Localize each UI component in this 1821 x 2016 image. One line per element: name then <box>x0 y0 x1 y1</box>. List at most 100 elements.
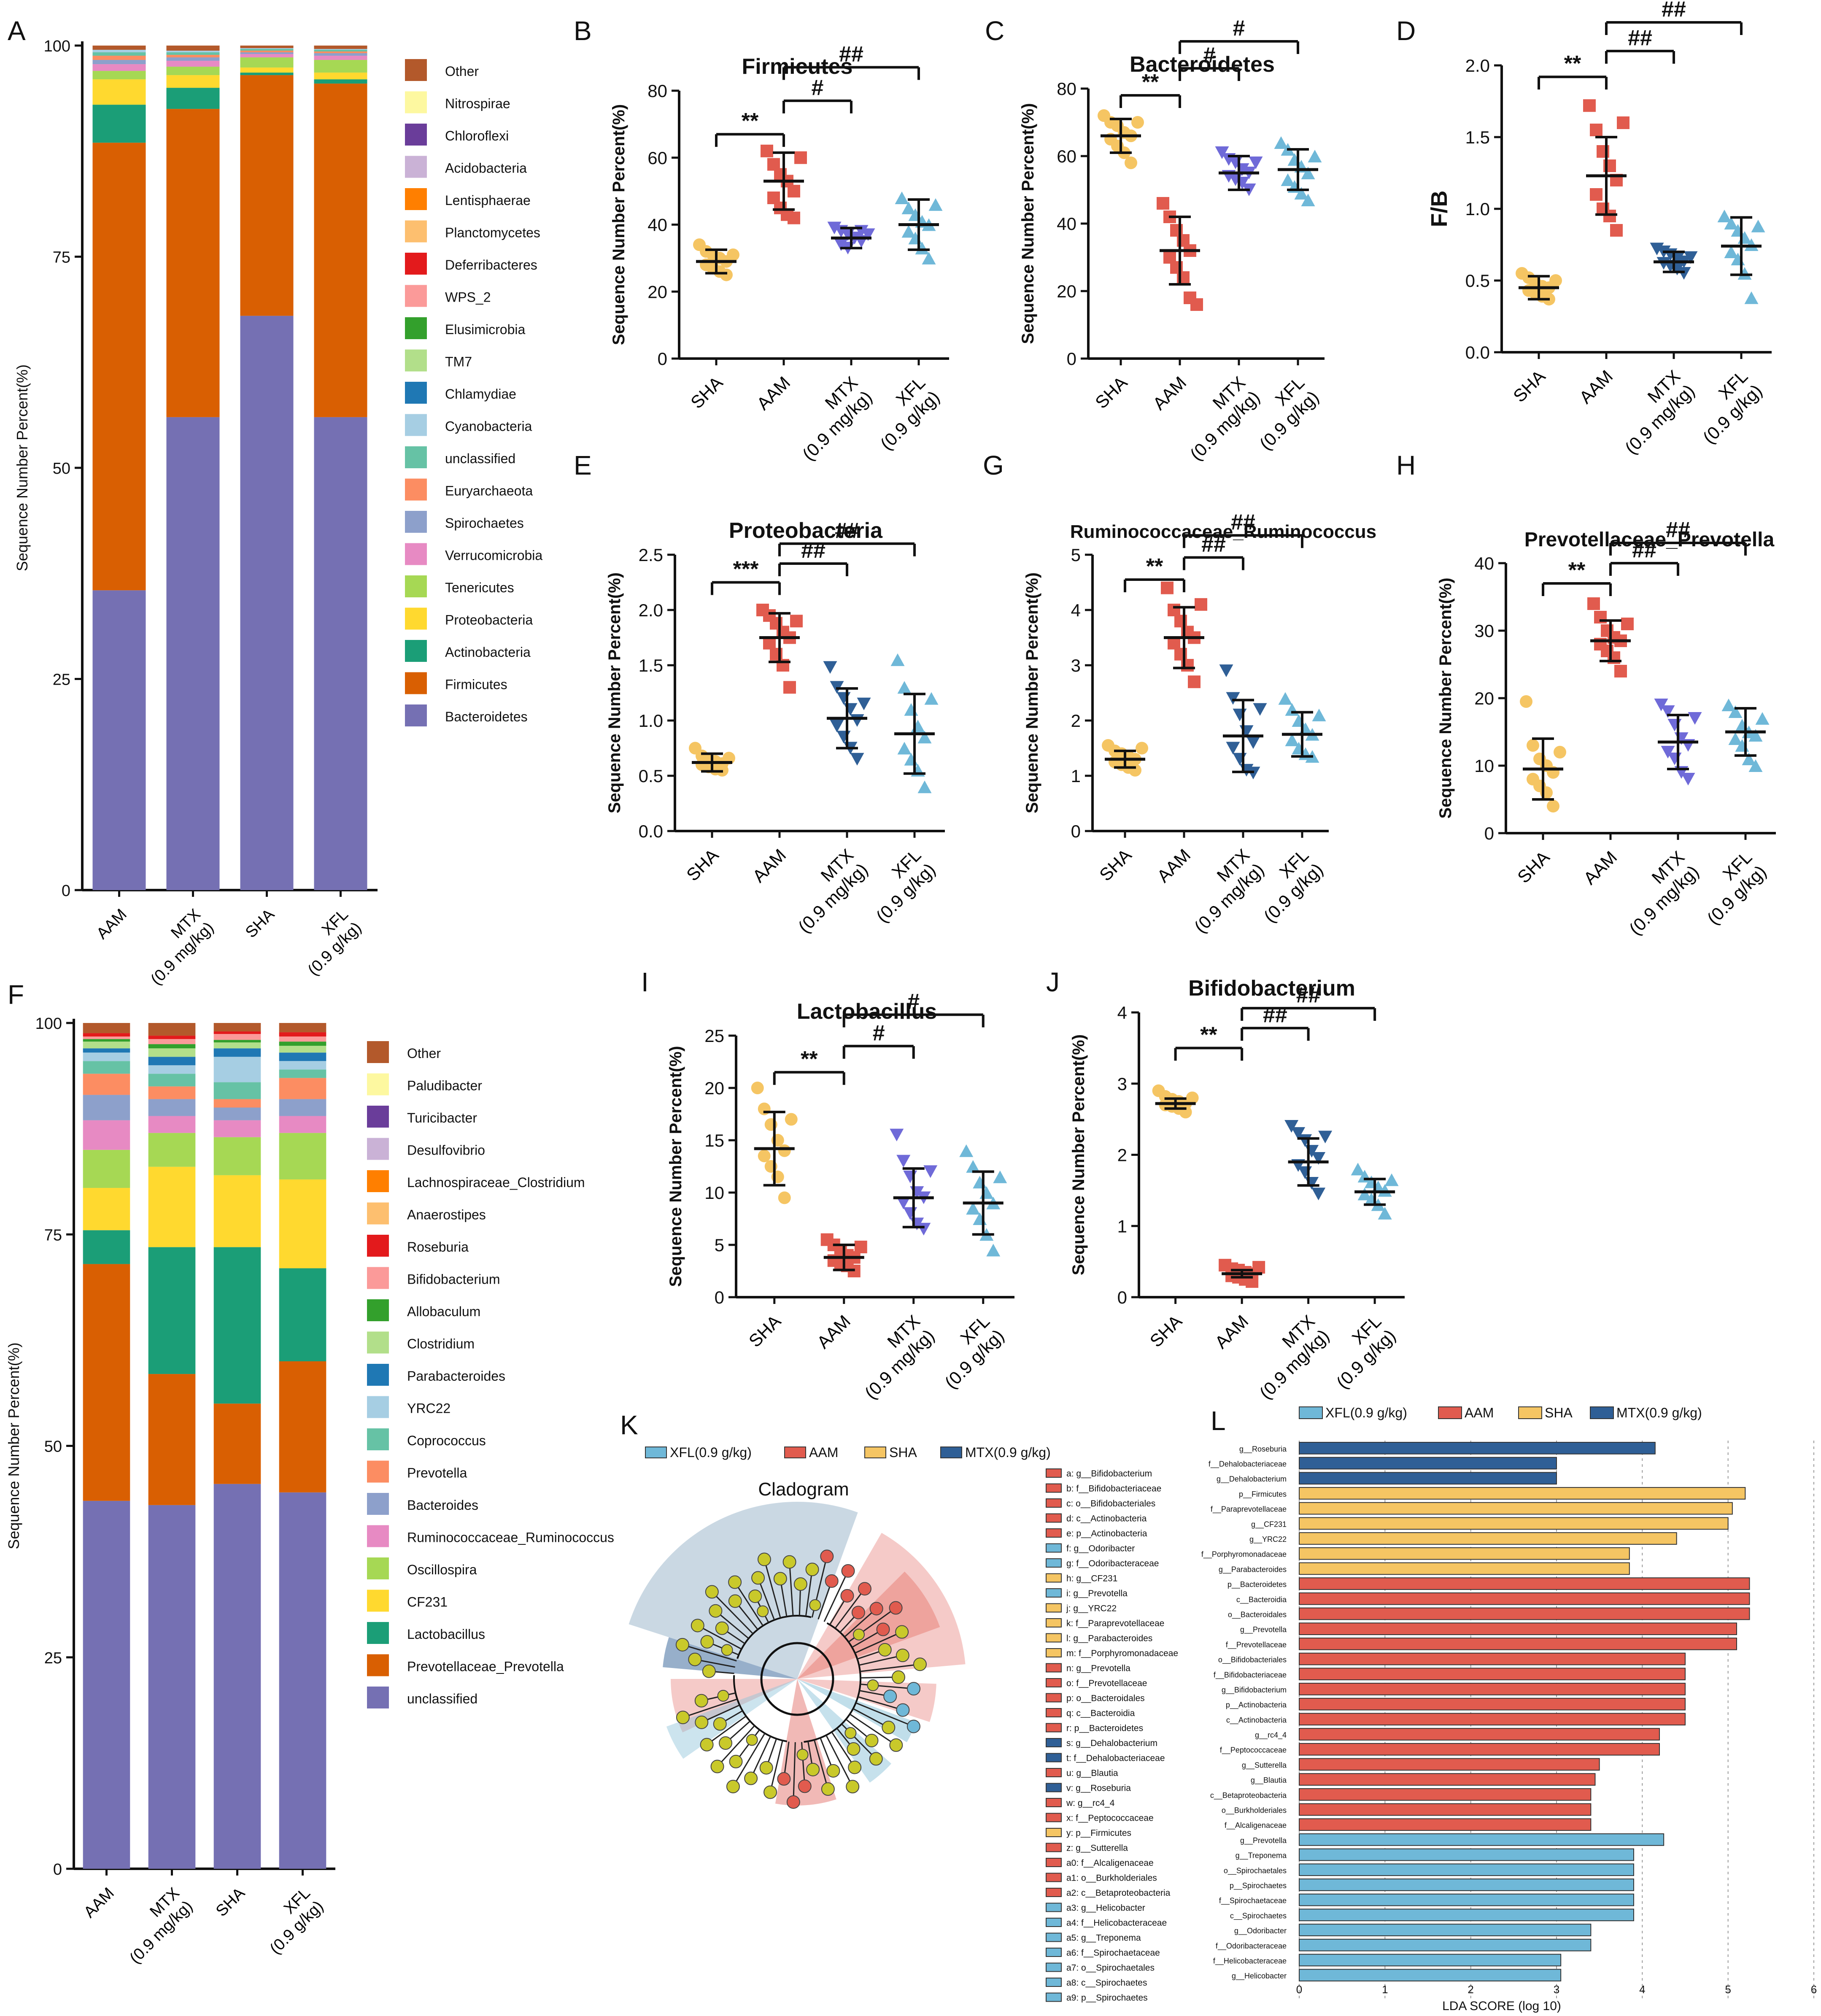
x-tick-label: AAM <box>749 845 790 886</box>
data-point <box>1748 759 1763 772</box>
y-tick-label: 80 <box>1057 79 1076 99</box>
significance-label: ** <box>1146 554 1163 579</box>
taxa-key-label: a9: p__Spirochaetes <box>1066 1993 1148 2003</box>
legend-label: Bacteroidetes <box>445 709 528 724</box>
tree-node <box>773 1572 787 1586</box>
tree-node <box>782 1555 796 1569</box>
x-tick-label: SHA <box>213 1884 248 1920</box>
x-tick-label: SHA <box>745 1311 785 1351</box>
taxa-key-label: p: o__Bacteroidales <box>1066 1694 1145 1703</box>
significance-label: ** <box>1568 558 1586 583</box>
legend-swatch <box>367 1073 389 1096</box>
legend-label: Spirochaetes <box>445 515 524 531</box>
lda-bar <box>1299 1728 1660 1741</box>
legend-label: MTX(0.9 g/kg) <box>1616 1405 1702 1420</box>
bar-segment <box>213 1247 261 1404</box>
significance-label: ** <box>801 1047 818 1071</box>
data-point <box>1667 753 1682 765</box>
tree-node <box>869 1752 883 1766</box>
data-point <box>834 238 848 251</box>
lda-bar-label: c__Bacteroidia <box>1236 1595 1287 1604</box>
tree-branch <box>858 1696 903 1711</box>
taxa-key-label: l: g__Parabacteroides <box>1066 1634 1152 1644</box>
bar-segment <box>240 51 294 53</box>
bar-segment <box>92 79 146 105</box>
bar-segment <box>279 1179 326 1268</box>
data-point <box>1728 705 1743 718</box>
taxa-key-label: f: g__Odoribacter <box>1066 1544 1135 1554</box>
legend-label: Cyanobacteria <box>445 419 532 434</box>
x-tick-label-line: SHA <box>687 372 726 412</box>
lda-bar <box>1299 1954 1562 1967</box>
legend-label: Lentisphaerae <box>445 193 531 208</box>
bar-segment <box>148 1036 196 1039</box>
legend-swatch <box>405 640 427 662</box>
legend-swatch <box>405 59 427 81</box>
lda-bar-label: p__Bacteroidetes <box>1227 1580 1287 1589</box>
x-tick-label-line: AAM <box>1580 847 1621 888</box>
tree-node <box>676 1711 690 1725</box>
y-tick-label: 20 <box>647 282 667 302</box>
data-point <box>897 681 912 694</box>
bar-segment <box>83 1095 130 1120</box>
x-tick-label-line: SHA <box>242 905 278 941</box>
y-tick-label: 0.5 <box>1465 271 1490 291</box>
legend-label: SHA <box>1545 1405 1573 1420</box>
data-point <box>1252 1261 1265 1274</box>
taxa-key-label: u: g__Blautia <box>1066 1768 1118 1778</box>
x-tick-label: AAM <box>753 372 794 414</box>
x-tick-label-line: AAM <box>753 372 794 414</box>
data-point <box>1717 210 1732 222</box>
y-tick-label: 15 <box>704 1131 724 1150</box>
significance-label: ## <box>1666 518 1690 542</box>
data-point <box>1583 99 1596 112</box>
tree-node <box>786 1795 800 1809</box>
x-tick-label: AAM <box>1211 1311 1252 1352</box>
legend-swatch <box>405 285 427 307</box>
data-point <box>922 251 936 264</box>
legend-label: SHA <box>889 1445 917 1460</box>
lda-bar-label: g__Dehalobacterium <box>1217 1475 1287 1484</box>
panel-k-cladogram: XFL(0.9 g/kg) AAM SHA MTX(0.9 g/kg) Cladogra… <box>629 1445 1178 2003</box>
data-point <box>1590 188 1602 201</box>
data-point <box>1186 1091 1199 1104</box>
tree-node <box>889 1601 903 1615</box>
y-tick-label: 3 <box>1117 1074 1127 1094</box>
legend-swatch <box>405 478 427 501</box>
significance-label: # <box>1203 43 1216 67</box>
tree-branch <box>717 1725 755 1767</box>
data-point <box>923 1165 938 1178</box>
legend-swatch <box>1590 1406 1614 1419</box>
data-point <box>1378 1206 1392 1220</box>
data-point <box>850 753 864 766</box>
data-point <box>1233 753 1247 766</box>
tree-node <box>748 1589 762 1603</box>
bar-segment <box>279 1053 326 1061</box>
legend-swatch <box>367 1364 389 1386</box>
data-point <box>1744 291 1759 304</box>
taxa-key-label: v: g__Roseburia <box>1066 1784 1131 1793</box>
lda-bar-label: g__Roseburia <box>1239 1445 1287 1454</box>
y-axis-label: Sequence Number Percent(%) <box>1069 1034 1088 1275</box>
lda-bar-label: g__Odoribacter <box>1234 1927 1287 1935</box>
lda-bar-label: g__Sutterella <box>1242 1761 1287 1770</box>
bar-segment <box>83 1023 130 1034</box>
y-tick-label: 0 <box>53 1861 62 1878</box>
taxa-key-swatch <box>1046 1798 1062 1807</box>
legend-swatch <box>367 1170 389 1192</box>
y-tick-label: 1.0 <box>1465 199 1490 219</box>
data-point <box>767 158 780 171</box>
y-tick-label: 0.5 <box>639 766 663 786</box>
lda-bar-label: c__Betaproteobacteria <box>1210 1791 1287 1800</box>
tree-node <box>796 1749 809 1761</box>
bar-segment <box>314 73 367 80</box>
lda-bar <box>1299 1547 1630 1560</box>
panel-letter-a: A <box>8 16 26 46</box>
taxa-key-swatch <box>1046 1978 1062 1987</box>
bar-segment <box>213 1484 261 1869</box>
clade-highlight-bacteroidetes <box>629 1502 858 1679</box>
tree-node <box>757 1552 771 1566</box>
y-axis-label: Sequence Number Percent(%) <box>13 364 31 571</box>
legend-swatch <box>405 511 427 533</box>
data-point <box>1129 764 1141 777</box>
